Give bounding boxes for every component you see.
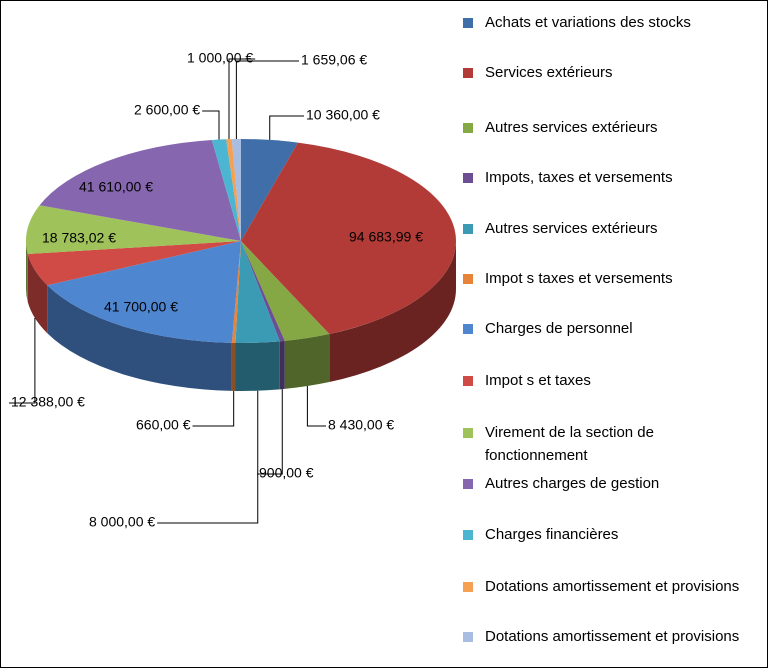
leader-line — [257, 389, 283, 475]
legend-item: Impot s et taxes — [463, 369, 753, 392]
legend-swatch — [463, 68, 473, 78]
legend-item: Services extérieurs — [463, 61, 753, 84]
legend-swatch — [463, 582, 473, 592]
legend-item: Dotations amortissement et provisions — [463, 625, 753, 648]
legend-item: Virement de la section de fonctionnement — [463, 421, 753, 467]
data-label: 1 000,00 € — [187, 50, 253, 66]
leader-line — [235, 60, 299, 140]
legend-item: Achats et variations des stocks — [463, 11, 753, 34]
slice-side — [26, 241, 28, 303]
legend-swatch — [463, 274, 473, 284]
legend-swatch — [463, 123, 473, 133]
legend-label: Impots, taxes et versements — [485, 169, 673, 186]
legend-swatch — [463, 376, 473, 386]
slice — [235, 241, 280, 344]
legend-swatch — [463, 324, 473, 334]
legend-swatch — [463, 224, 473, 234]
leader-line — [192, 390, 235, 427]
leader-line — [306, 386, 326, 427]
leader-line — [9, 318, 36, 404]
data-label: 10 360,00 € — [306, 107, 380, 123]
legend-item: Impot s taxes et versements — [463, 267, 753, 290]
slice — [241, 142, 457, 335]
legend-label: Autres services extérieurs — [485, 119, 658, 136]
legend-label: Virement de la section de fonctionnement — [485, 424, 654, 464]
slice — [226, 139, 241, 241]
slice-side — [235, 341, 280, 392]
legend-swatch — [463, 428, 473, 438]
slice-side — [329, 241, 456, 383]
slice — [26, 205, 242, 255]
legend-label: Charges financières — [485, 526, 619, 543]
legend-item: Autres services extérieurs — [463, 217, 753, 240]
legend-item: Autres services extérieurs — [463, 116, 753, 139]
slice — [39, 139, 241, 241]
legend-label: Dotations amortissement et provisions — [485, 578, 740, 595]
data-label: 660,00 € — [136, 417, 191, 433]
legend-label: Impot s taxes et versements — [485, 270, 673, 287]
slice — [231, 139, 241, 241]
legend-swatch — [463, 18, 473, 28]
data-label: 900,00 € — [259, 465, 314, 481]
slice-side — [279, 340, 285, 390]
legend-item: Dotations amortissement et provisions — [463, 575, 753, 598]
legend-label: Autres services extérieurs — [485, 220, 658, 237]
data-label: 94 683,99 € — [349, 229, 423, 245]
data-label: 12 388,00 € — [11, 394, 85, 410]
slice — [231, 241, 241, 343]
data-label: 18 783,02 € — [42, 230, 116, 246]
legend-label: Charges de personnel — [485, 320, 633, 337]
slice — [241, 241, 285, 342]
slice-side — [284, 334, 330, 389]
legend-swatch — [463, 632, 473, 642]
slice — [47, 241, 241, 343]
slice — [241, 139, 298, 241]
legend-label: Services extérieurs — [485, 64, 613, 81]
slice — [27, 241, 241, 286]
slice-side — [27, 254, 48, 334]
data-label: 8 000,00 € — [89, 514, 155, 530]
slice-side — [231, 342, 236, 391]
leader-line — [269, 115, 304, 140]
legend-label: Achats et variations des stocks — [485, 14, 691, 31]
legend-swatch — [463, 173, 473, 183]
leader-line — [202, 110, 220, 140]
legend-swatch — [463, 530, 473, 540]
slice — [241, 241, 330, 341]
leader-line — [157, 390, 259, 524]
legend-label: Dotations amortissement et provisions — [485, 628, 740, 645]
data-label: 41 700,00 € — [104, 299, 178, 315]
legend-item: Impots, taxes et versements — [463, 166, 753, 189]
legend-item: Charges de personnel — [463, 317, 753, 340]
legend-label: Autres charges de gestion — [485, 475, 660, 492]
data-label: 8 430,00 € — [328, 417, 394, 433]
pie-area: 10 360,00 € 94 683,99 € 8 430,00 € 900,00 €… — [9, 50, 457, 530]
legend-item: Charges financières — [463, 523, 753, 546]
legend-swatch — [463, 479, 473, 489]
data-label: 41 610,00 € — [79, 179, 153, 195]
legend-label: Impot s et taxes — [485, 372, 591, 389]
slice-side — [47, 285, 232, 391]
legend-item: Autres charges de gestion — [463, 472, 753, 495]
data-label: 1 659,06 € — [301, 52, 367, 68]
slice — [211, 139, 241, 241]
data-label: 2 600,00 € — [134, 102, 200, 118]
leader-line — [228, 58, 256, 140]
